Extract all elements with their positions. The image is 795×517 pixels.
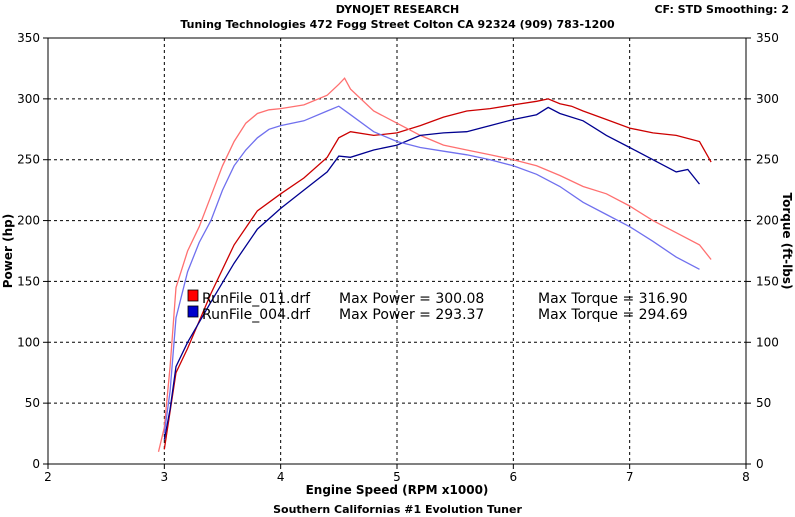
legend-swatch-run004 — [187, 305, 199, 318]
legend-swatch-run011 — [187, 289, 199, 302]
footer-tagline: Southern Californias #1 Evolution Tuner — [273, 503, 522, 516]
shop-info: Tuning Technologies 472 Fogg Street Colt… — [180, 18, 615, 31]
x-tick-label: 5 — [393, 470, 401, 484]
y-tick-label: 100 — [17, 335, 40, 349]
x-axis-label: Engine Speed (RPM x1000) — [306, 483, 489, 497]
y-tick-label: 150 — [17, 274, 40, 288]
y2-tick-label: 50 — [756, 396, 771, 410]
y2-tick-label: 300 — [756, 92, 779, 106]
legend-file-run011: RunFile_011.drf — [202, 291, 311, 307]
x-tick-label: 3 — [161, 470, 169, 484]
y2-tick-label: 150 — [756, 274, 779, 288]
y-tick-label: 200 — [17, 214, 40, 228]
series-lines — [157, 77, 712, 452]
y-tick-label: 50 — [25, 396, 40, 410]
y-axis-label: Power (hp) — [1, 214, 15, 288]
brand-title: DYNOJET RESEARCH — [335, 3, 460, 16]
legend-maxtorque-run004: Max Torque = 294.69 — [538, 307, 688, 323]
y2-tick-label: 200 — [756, 214, 779, 228]
x-tick-label: 4 — [277, 470, 285, 484]
legend-maxpower-run004: Max Power = 293.37 — [339, 307, 484, 323]
x-tick-label: 8 — [742, 470, 750, 484]
y2-tick-label: 0 — [756, 457, 764, 471]
x-tick-label: 7 — [626, 470, 634, 484]
series-line-runfile-011-drf-power — [163, 98, 712, 450]
y-tick-label: 0 — [32, 457, 40, 471]
y2-tick-label: 350 — [756, 31, 779, 45]
x-tick-label: 6 — [510, 470, 518, 484]
y-tick-label: 350 — [17, 31, 40, 45]
series-line-runfile-004-drf-power — [163, 106, 701, 440]
y-tick-label: 250 — [17, 153, 40, 167]
legend-file-run004: RunFile_004.drf — [202, 307, 311, 323]
legend: RunFile_011.drf Max Power = 300.08 Max T… — [187, 289, 688, 323]
series-line-runfile-004-drf-torque — [163, 105, 700, 434]
y2-tick-label: 250 — [756, 153, 779, 167]
x-tick-label: 2 — [44, 470, 52, 484]
legend-maxtorque-run011: Max Torque = 316.90 — [538, 291, 688, 307]
settings-label: CF: STD Smoothing: 2 — [654, 3, 789, 16]
grid — [48, 38, 746, 464]
y2-axis-label: Torque (ft-lbs) — [780, 193, 794, 290]
y2-tick-label: 100 — [756, 335, 779, 349]
y-tick-label: 300 — [17, 92, 40, 106]
legend-maxpower-run011: Max Power = 300.08 — [339, 291, 484, 307]
series-line-runfile-011-drf-torque — [157, 77, 712, 452]
